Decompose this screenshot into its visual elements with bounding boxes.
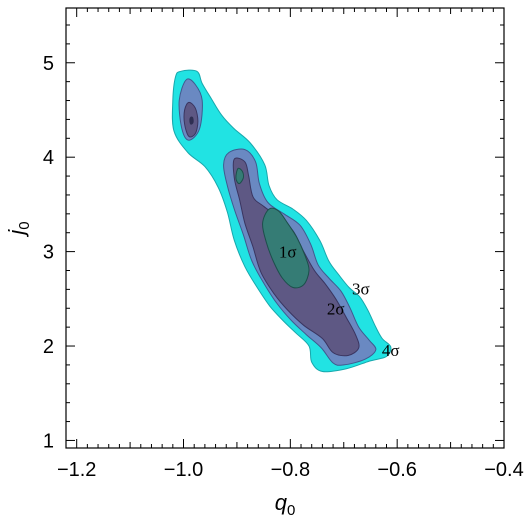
contour-level-label: 1σ <box>279 243 297 262</box>
x-tick-label: −0.8 <box>271 459 310 481</box>
contour-region-3-1 <box>262 207 310 289</box>
contour-level-label: 2σ <box>327 299 345 318</box>
contour-region-4-0 <box>189 116 194 125</box>
contour-level-labels: 1σ 2σ 3σ 4σ <box>279 243 400 360</box>
x-axis-title-sub: 0 <box>287 502 295 519</box>
y-tick-label: 5 <box>43 53 54 75</box>
y-tick-label: 1 <box>43 430 54 452</box>
x-tick-label: −1.2 <box>57 459 96 481</box>
contour-layer <box>171 69 392 373</box>
axis-tick-labels: −1.2 −1.0 −0.8 −0.6 −0.4 1 2 3 4 5 <box>43 53 524 481</box>
y-axis-title-sub: 0 <box>16 221 33 229</box>
x-tick-label: −0.4 <box>484 459 523 481</box>
contour-region-3-0 <box>235 167 245 185</box>
plot-frame <box>65 7 505 449</box>
x-axis-title: q0 <box>275 490 296 519</box>
y-tick-label: 2 <box>43 336 54 358</box>
x-tick-label: −0.6 <box>377 459 416 481</box>
y-axis-title: j0 <box>4 221 33 237</box>
axis-ticks <box>65 8 505 448</box>
y-tick-label: 3 <box>43 242 54 264</box>
contour-level-label: 4σ <box>382 341 400 360</box>
x-axis-title-main: q <box>275 490 288 515</box>
contour-level-label: 3σ <box>352 279 370 298</box>
y-tick-label: 4 <box>43 147 54 169</box>
y-axis-title-main: j <box>4 229 29 238</box>
x-tick-label: −1.0 <box>164 459 203 481</box>
